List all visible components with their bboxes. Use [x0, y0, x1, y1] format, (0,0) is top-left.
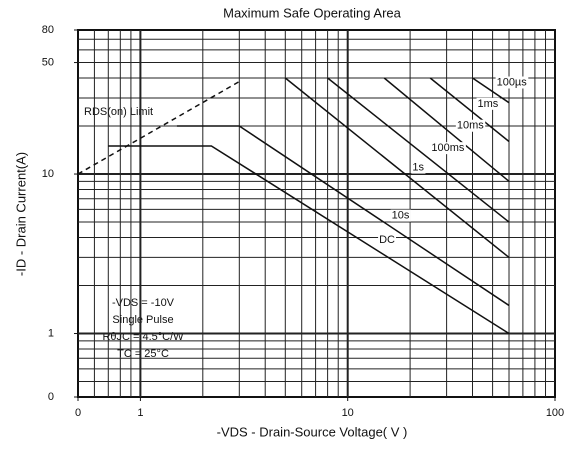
soa-line — [429, 77, 510, 143]
series-label: 1ms — [478, 98, 499, 110]
soa-line — [284, 77, 510, 259]
annotation: -VDS = -10V — [112, 297, 175, 309]
series-label: 10ms — [457, 120, 484, 132]
label-bg — [495, 76, 529, 89]
series-label: 1s — [412, 162, 424, 174]
label-bg — [378, 234, 397, 247]
soa-line — [77, 80, 240, 175]
soa-line — [176, 125, 510, 307]
x-tick-label: 10 — [342, 407, 354, 419]
series-label: 100µs — [497, 77, 528, 89]
y-tick-label: 50 — [42, 56, 54, 68]
annotation: RDS(on) Limit — [84, 106, 153, 118]
label-bg — [430, 142, 466, 155]
x-tick-label: 100 — [546, 407, 564, 419]
y-tick-label: 10 — [42, 168, 54, 180]
chart-title: Maximum Safe Operating Area — [223, 5, 402, 20]
plot-frame — [77, 29, 556, 398]
label-bg — [476, 97, 500, 110]
annotation: Single Pulse — [112, 314, 173, 326]
soa-line — [472, 77, 510, 104]
label-bg — [411, 161, 426, 174]
x-axis-label: -VDS - Drain-Source Voltage( V ) — [217, 424, 408, 439]
soa-line — [327, 77, 510, 223]
series-label: DC — [379, 234, 395, 246]
label-bg — [455, 119, 486, 132]
label-bg — [390, 209, 411, 222]
soa-line — [108, 145, 510, 335]
series-label: 100ms — [431, 142, 465, 154]
series-label: 10s — [392, 210, 410, 222]
y-tick-label: 1 — [48, 327, 54, 339]
x-tick-label: 1 — [137, 407, 143, 419]
y-tick-label: 0 — [48, 391, 54, 403]
x-tick-label: 0 — [75, 407, 81, 419]
soa-line — [383, 77, 510, 182]
annotation: TC = 25°C — [117, 348, 169, 360]
y-axis-label: -ID - Drain Current(A) — [13, 152, 28, 276]
y-tick-label: 80 — [42, 24, 54, 36]
